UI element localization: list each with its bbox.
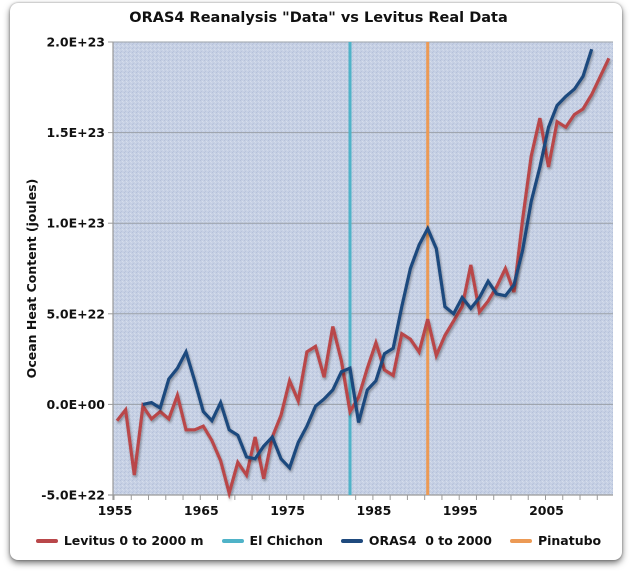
y-tick-label: 0.0E+00 bbox=[46, 397, 105, 412]
x-tick-label: 2005 bbox=[529, 503, 564, 518]
legend-swatch-pinatubo bbox=[509, 538, 532, 543]
y-axis-title: Ocean Heat Content (joules) bbox=[24, 179, 39, 379]
y-axis-ticks: -5.0E+22 0.0E+00 5.0E+22 1.0E+23 1.5E+23 2.0E… bbox=[41, 35, 113, 503]
series-levitus-0-to-2000-m bbox=[115, 57, 611, 500]
chart-title: ORAS4 Reanalysis "Data" vs Levitus Real … bbox=[129, 10, 508, 26]
x-tick-label: 1975 bbox=[270, 503, 305, 518]
legend-swatch-oras4 bbox=[340, 538, 363, 543]
x-tick-label: 1985 bbox=[357, 503, 392, 518]
plot-area bbox=[113, 42, 613, 495]
legend-item-pinatubo: Pinatubo bbox=[509, 533, 602, 548]
legend-item-levitus: Levitus 0 to 2000 m bbox=[35, 533, 204, 548]
x-axis-ticks: 1955 1965 1975 1985 1995 2005 bbox=[98, 495, 598, 518]
legend-item-el-chichon: El Chichon bbox=[221, 533, 323, 548]
y-tick-label: 1.5E+23 bbox=[46, 125, 105, 140]
y-tick-label: 5.0E+22 bbox=[46, 306, 105, 321]
legend-swatch-levitus bbox=[35, 538, 58, 543]
legend-label-el-chichon: El Chichon bbox=[249, 533, 323, 548]
legend-label-levitus: Levitus 0 to 2000 m bbox=[63, 533, 204, 548]
series-oras4-0-to-2000 bbox=[142, 48, 594, 471]
y-tick-label: 1.0E+23 bbox=[46, 216, 105, 231]
y-tick-label: 2.0E+23 bbox=[46, 35, 105, 50]
legend-label-oras4: ORAS4 0 to 2000 bbox=[368, 533, 492, 548]
legend: Levitus 0 to 2000 m El Chichon ORAS4 0 t… bbox=[0, 533, 637, 548]
series-layer bbox=[115, 42, 611, 500]
axes bbox=[108, 42, 613, 500]
x-tick-label: 1965 bbox=[184, 503, 219, 518]
x-tick-label: 1955 bbox=[98, 503, 133, 518]
y-tick-label: -5.0E+22 bbox=[41, 488, 105, 503]
legend-item-oras4: ORAS4 0 to 2000 bbox=[340, 533, 492, 548]
x-tick-label: 1995 bbox=[443, 503, 478, 518]
series-line-levitus-0-to-2000-m bbox=[115, 57, 611, 500]
legend-label-pinatubo: Pinatubo bbox=[537, 533, 602, 548]
legend-swatch-el-chichon bbox=[221, 538, 244, 543]
